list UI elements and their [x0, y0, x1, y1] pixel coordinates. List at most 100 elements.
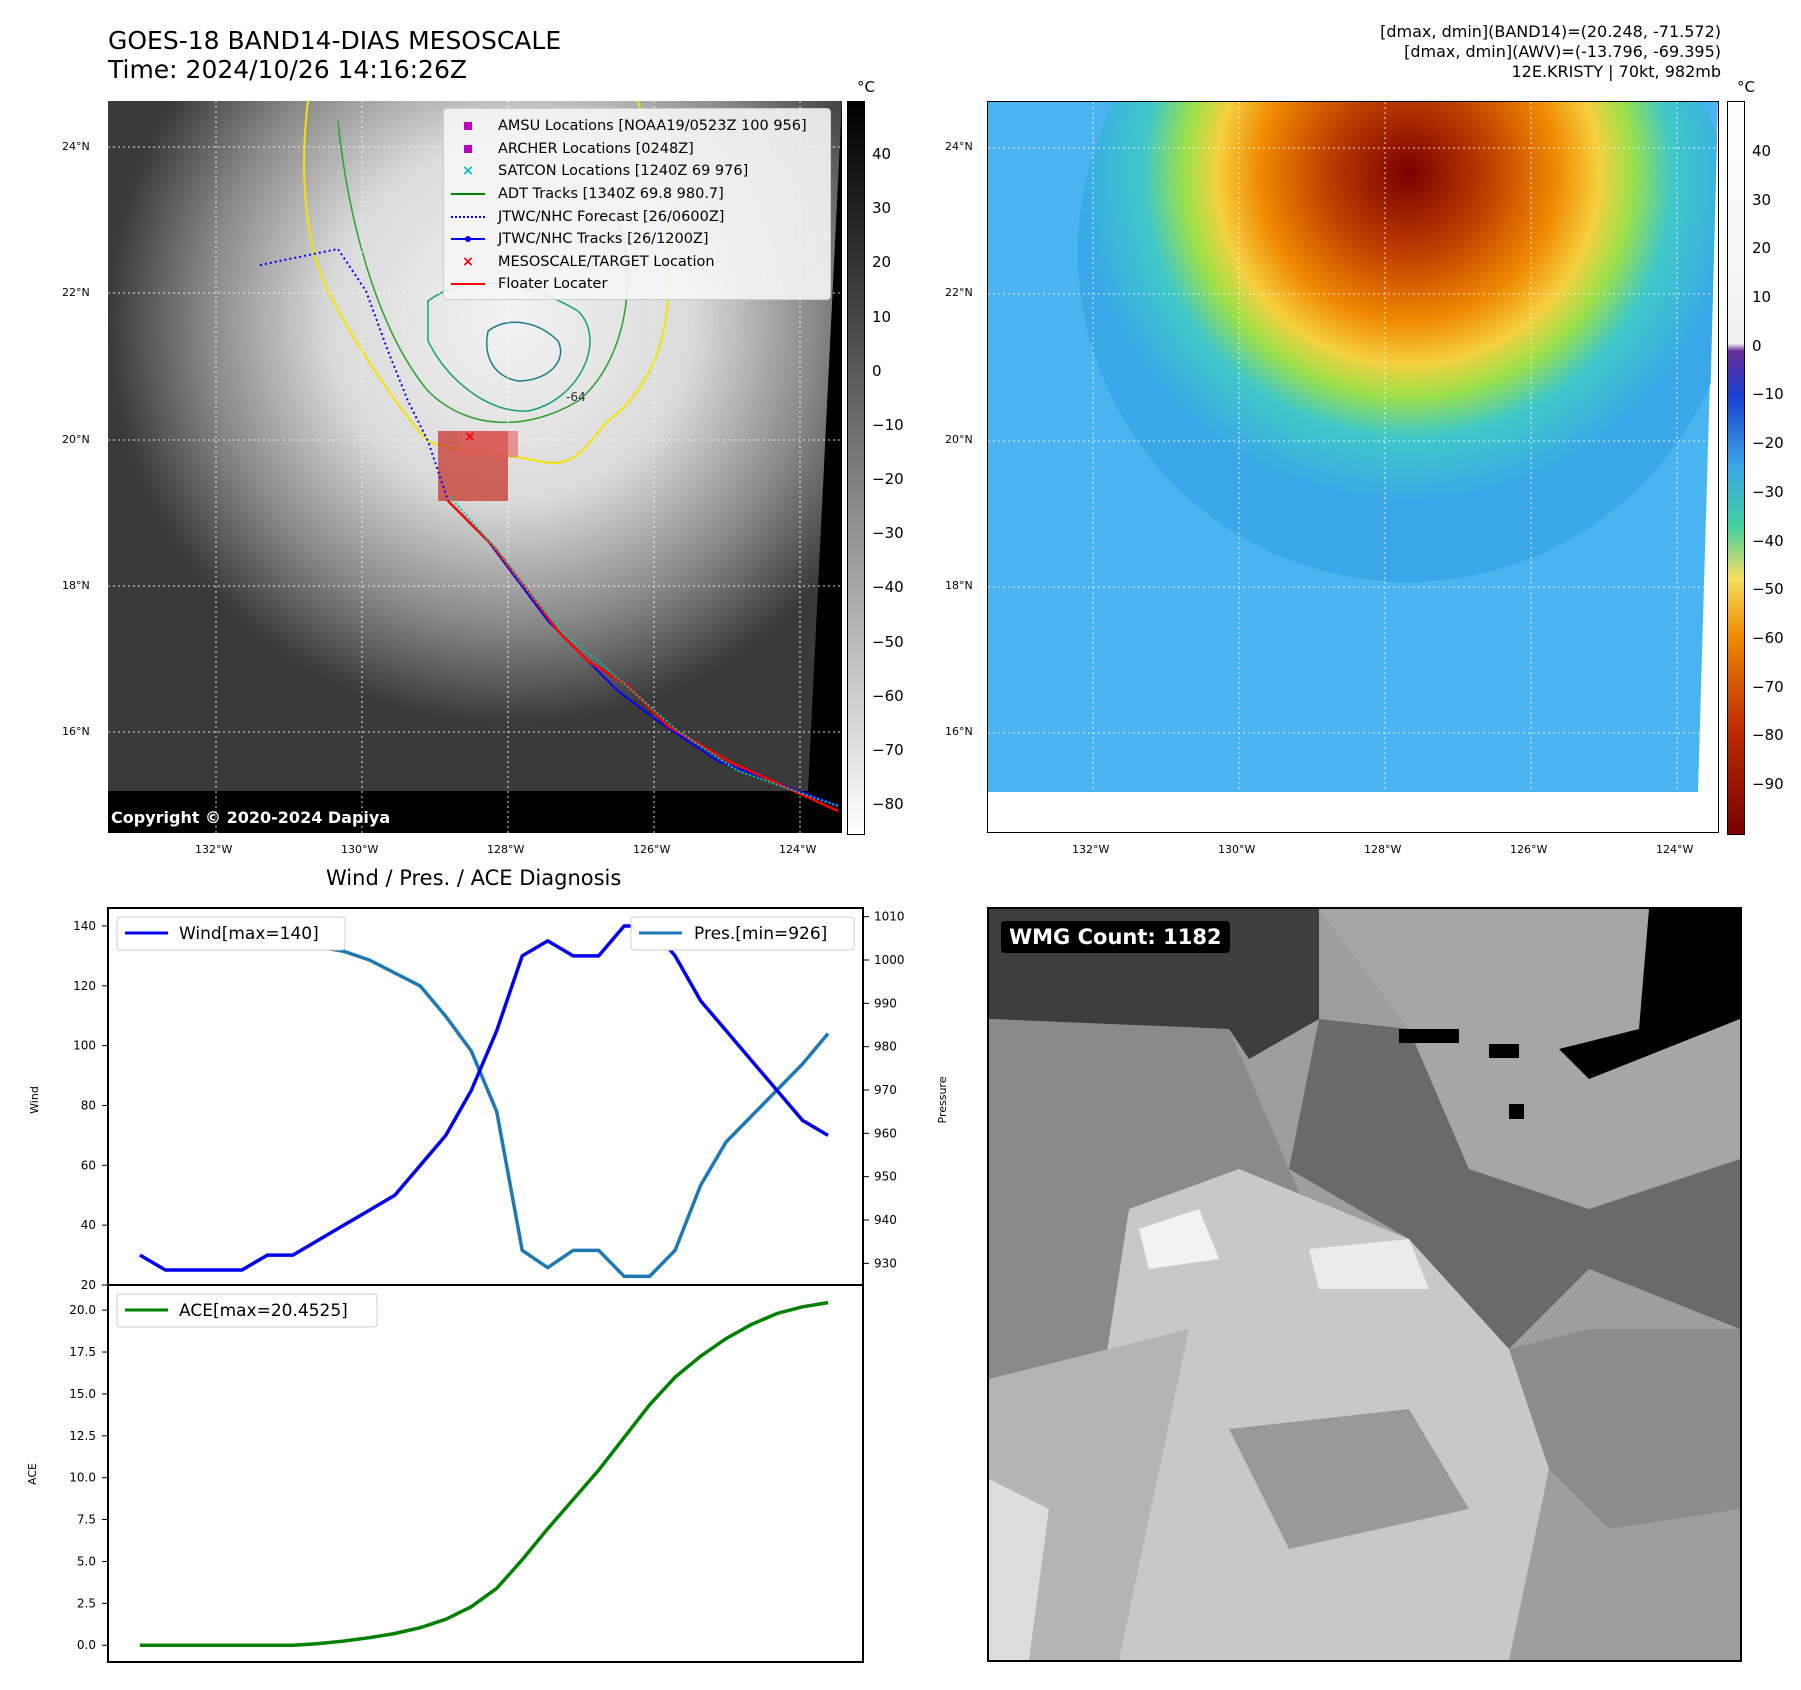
meta-awv: [dmax, dmin](AWV)=(-13.796, -69.395)	[1404, 42, 1721, 61]
awv-lon-128: 128°W	[1364, 843, 1402, 856]
ir-colorbar-tick: −50	[872, 632, 904, 651]
ace-axes	[107, 1284, 864, 1663]
awv-lon-126: 126°W	[1510, 843, 1548, 856]
legend-item: Floater Locater	[450, 273, 824, 296]
awv-colorbar-tick: −80	[1752, 726, 1784, 745]
diagnosis-chart: 20 40 60 80 100 120 140 930 940 950 960 970 980 990 1…	[26, 907, 949, 1663]
awv-lat-16: 16°N	[945, 725, 973, 738]
legend-marker-icon: ×	[461, 163, 475, 180]
pressure-tick-label: 1000	[874, 953, 905, 967]
ir-colorbar-tick: −10	[872, 415, 904, 434]
pressure-series-line	[140, 932, 830, 1279]
ace-tick-label: 12.5	[69, 1429, 96, 1443]
awv-lat-22: 22°N	[945, 286, 973, 299]
ir-colorbar-tick: 40	[872, 145, 892, 163]
legend-label: JTWC/NHC Forecast [26/0600Z]	[498, 208, 725, 225]
awv-image	[988, 102, 1718, 832]
ace-legend	[116, 1293, 378, 1328]
ace-tick-label: 20.0	[69, 1303, 96, 1317]
ir-lat-22: 22°N	[62, 286, 90, 299]
wind-tick-label: 40	[81, 1218, 96, 1232]
legend-label: JTWC/NHC Tracks [26/1200Z]	[498, 231, 709, 248]
legend-item: × MESOSCALE/TARGET Location	[450, 251, 824, 274]
wind-series-line	[139, 924, 829, 1272]
svg-text:×: ×	[464, 429, 476, 445]
awv-colorbar-unit: °C	[1737, 78, 1755, 96]
ir-lat-18: 18°N	[62, 579, 90, 592]
legend-label: Floater Locater	[498, 276, 608, 293]
wind-tick-label: 20	[81, 1278, 96, 1292]
awv-colorbar-tick: 10	[1752, 288, 1772, 307]
pressure-tick-label: 940	[874, 1213, 897, 1227]
ir-colorbar-unit: °C	[857, 78, 875, 96]
pressure-tick-label: 950	[874, 1170, 897, 1184]
awv-colorbar-tick: 20	[1752, 239, 1772, 258]
pressure-tick-label: 1010	[874, 910, 905, 924]
ir-lon-130: 130°W	[341, 843, 379, 856]
wind-legend-label: Wind[max=140]	[179, 924, 319, 944]
wmg-panel: WMG Count: 1182	[987, 907, 1742, 1662]
title-line-2: Time: 2024/10/26 14:16:26Z	[108, 55, 467, 84]
ir-colorbar-tick: −70	[872, 740, 904, 759]
pressure-tick-label: 990	[874, 996, 897, 1010]
legend-item: JTWC/NHC Tracks [26/1200Z]	[450, 228, 824, 251]
wind-tick-label: 100	[73, 1039, 96, 1053]
wind-tick-label: 60	[81, 1158, 96, 1172]
awv-colorbar-tick: 40	[1752, 142, 1772, 160]
ir-lon-128: 128°W	[487, 843, 525, 856]
legend-label: MESOSCALE/TARGET Location	[498, 253, 715, 270]
awv-lat-20: 20°N	[945, 433, 973, 446]
awv-lon-130: 130°W	[1218, 843, 1256, 856]
contour-label: -64	[566, 390, 586, 404]
legend-item: JTWC/NHC Forecast [26/0600Z]	[450, 205, 824, 228]
wmg-image	[989, 909, 1740, 1660]
legend-marker-icon: ×	[461, 253, 475, 270]
ir-colorbar-tick: −30	[872, 524, 904, 543]
ir-panel: -64 × Copyright © 2020-2024 Dapiya AMSU …	[108, 100, 842, 833]
pressure-tick-label: 930	[874, 1256, 897, 1270]
ace-ylabel: ACE	[26, 1463, 39, 1485]
awv-colorbar-tick: −90	[1752, 775, 1784, 793]
awv-colorbar	[1727, 101, 1745, 835]
legend-marker-icon	[450, 186, 486, 202]
ir-colorbar-tick: 30	[872, 199, 892, 218]
meta-storm: 12E.KRISTY | 70kt, 982mb	[1511, 62, 1722, 81]
ace-tick-label: 15.0	[69, 1387, 96, 1401]
ace-tick-label: 0.0	[77, 1638, 96, 1652]
legend-item: ADT Tracks [1340Z 69.8 980.7]	[450, 183, 824, 206]
legend-marker-icon	[450, 141, 486, 157]
legend-marker-icon	[450, 118, 486, 134]
ir-colorbar-tick: −40	[872, 578, 904, 597]
title-line-1: GOES-18 BAND14-DIAS MESOSCALE	[108, 26, 562, 55]
ir-lon-126: 126°W	[633, 843, 671, 856]
legend-label: ADT Tracks [1340Z 69.8 980.7]	[498, 186, 724, 203]
legend-marker-icon	[450, 209, 486, 225]
ir-lon-132: 132°W	[195, 843, 233, 856]
meta-band14: [dmax, dmin](BAND14)=(20.248, -71.572)	[1380, 22, 1721, 41]
ace-tick-label: 5.0	[77, 1554, 96, 1568]
ace-tick-label: 7.5	[77, 1513, 96, 1527]
ir-colorbar	[847, 101, 865, 835]
awv-lon-132: 132°W	[1072, 843, 1110, 856]
ir-colorbar-tick: 20	[872, 253, 892, 272]
figure-meta: [dmax, dmin](BAND14)=(20.248, -71.572) […	[1380, 22, 1721, 82]
legend-marker-icon	[450, 276, 486, 292]
awv-lon-124: 124°W	[1656, 843, 1694, 856]
ir-legend: AMSU Locations [NOAA19/0523Z 100 956] ARC…	[443, 108, 831, 300]
ace-legend-label: ACE[max=20.4525]	[179, 1301, 348, 1321]
awv-colorbar-tick: −60	[1752, 628, 1784, 647]
legend-label: ARCHER Locations [0248Z]	[498, 140, 694, 157]
legend-item: × SATCON Locations [1240Z 69 976]	[450, 160, 824, 183]
ir-lat-16: 16°N	[62, 725, 90, 738]
ace-tick-label: 10.0	[69, 1471, 96, 1485]
figure-title: GOES-18 BAND14-DIAS MESOSCALE Time: 2024…	[108, 26, 561, 84]
diagnosis-title: Wind / Pres. / ACE Diagnosis	[326, 866, 622, 890]
ir-colorbar-tick: −20	[872, 470, 904, 488]
wind-tick-label: 80	[81, 1098, 96, 1112]
pressure-tick-label: 960	[874, 1126, 897, 1140]
awv-colorbar-tick: 30	[1752, 190, 1772, 209]
awv-colorbar-tick: −40	[1752, 531, 1784, 550]
wind-pres-axes	[107, 907, 864, 1286]
ir-colorbar-tick: −80	[872, 795, 904, 813]
wind-tick-label: 140	[73, 919, 96, 933]
